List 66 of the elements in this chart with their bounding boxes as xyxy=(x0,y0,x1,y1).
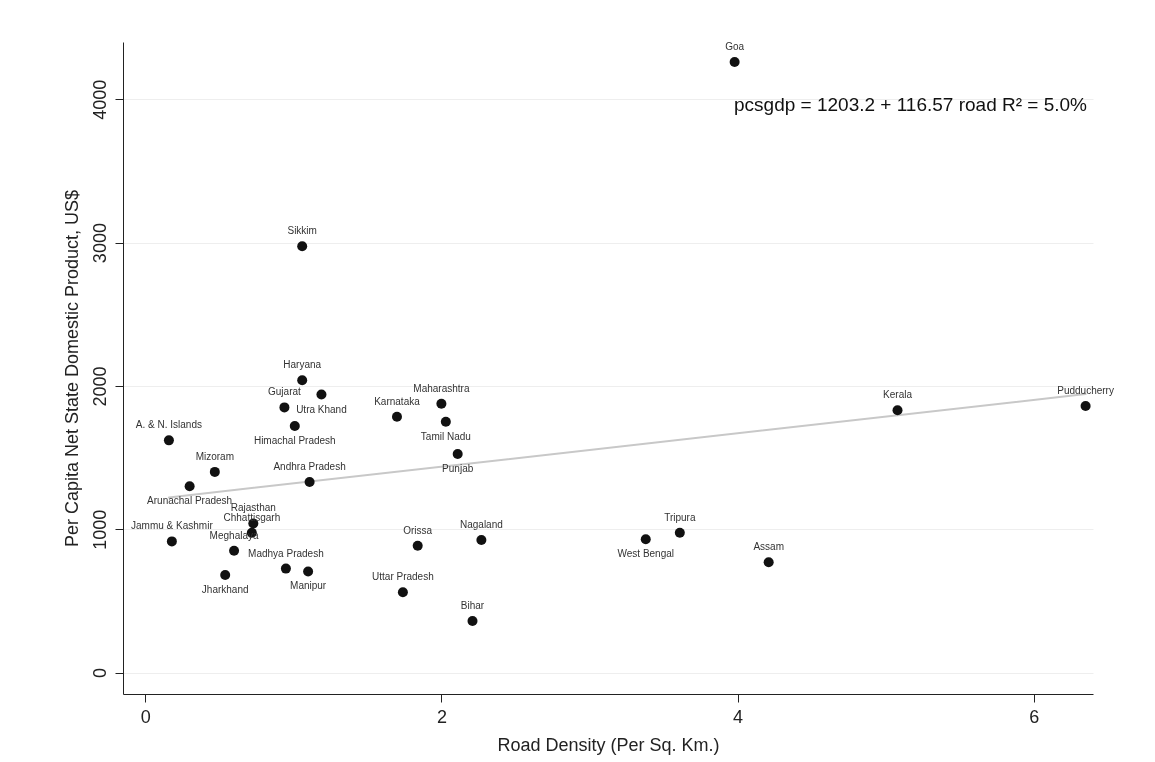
point xyxy=(289,421,300,432)
point xyxy=(436,398,447,409)
point xyxy=(391,411,402,422)
point xyxy=(297,241,308,252)
data-label: Jammu & Kashmir xyxy=(131,520,214,532)
x-tick-label: 0 xyxy=(140,706,151,727)
point xyxy=(297,375,308,386)
point xyxy=(229,545,240,556)
point xyxy=(209,466,220,477)
point xyxy=(440,416,451,427)
data-label: Mizoram xyxy=(195,450,234,462)
y-axis-title: Per Capita Net State Domestic Product, US$ xyxy=(61,189,82,548)
y-tick-label: 2000 xyxy=(89,366,110,407)
data-label: Tripura xyxy=(664,511,696,523)
point xyxy=(1080,400,1091,411)
data-label: Uttar Pradesh xyxy=(372,571,434,583)
x-tick-label: 2 xyxy=(436,706,447,727)
data-label: Bihar xyxy=(460,599,485,611)
data-label: Kerala xyxy=(883,389,913,401)
data-label: Jharkhand xyxy=(201,584,249,596)
annotation: pcsgdp = 1203.2 + 116.57 road R² = 5.0% xyxy=(734,94,1088,115)
data-label: A. & N. Islands xyxy=(135,419,202,431)
point xyxy=(163,435,174,446)
point xyxy=(452,448,463,459)
point xyxy=(476,534,487,545)
y-tick-label: 3000 xyxy=(89,223,110,264)
point xyxy=(729,57,740,68)
point xyxy=(467,615,478,626)
data-label: Andhra Pradesh xyxy=(273,460,346,472)
data-label: Nagaland xyxy=(459,518,503,530)
data-label: Tamil Nadu xyxy=(420,430,471,442)
y-tick-label: 4000 xyxy=(89,79,110,120)
point xyxy=(184,481,195,492)
data-label: Manipur xyxy=(290,580,327,592)
y-tick-label: 0 xyxy=(89,668,110,679)
data-label: Punjab xyxy=(442,462,474,474)
point xyxy=(640,534,651,545)
point xyxy=(674,527,685,538)
point xyxy=(166,536,177,547)
x-tick-label: 6 xyxy=(1029,706,1040,727)
data-label: Gujarat xyxy=(268,386,302,398)
point xyxy=(892,405,903,416)
data-label: Pudducherry xyxy=(1057,384,1114,396)
point xyxy=(316,389,327,400)
x-tick-label: 4 xyxy=(733,706,744,727)
point xyxy=(279,402,290,413)
data-label: Goa xyxy=(725,41,745,53)
data-label: Madhya Pradesh xyxy=(248,547,324,559)
data-label: Maharashtra xyxy=(413,382,470,394)
data-label: Haryana xyxy=(283,359,322,371)
point xyxy=(303,566,314,577)
data-label: Sikkim xyxy=(287,225,317,237)
data-label: Himachal Pradesh xyxy=(253,435,336,447)
point xyxy=(220,570,231,581)
data-label: Orissa xyxy=(403,524,433,536)
point xyxy=(397,587,408,598)
point xyxy=(412,540,423,551)
data-label: Utra Khand xyxy=(296,403,347,415)
point xyxy=(304,476,315,487)
data-label: Assam xyxy=(753,541,784,553)
point xyxy=(280,563,291,574)
y-tick-label: 1000 xyxy=(89,509,110,550)
data-label: Karnataka xyxy=(374,395,421,407)
data-label: West Bengal xyxy=(617,548,675,560)
x-axis-title: Road Density (Per Sq. Km.) xyxy=(497,734,720,755)
point xyxy=(763,557,774,568)
